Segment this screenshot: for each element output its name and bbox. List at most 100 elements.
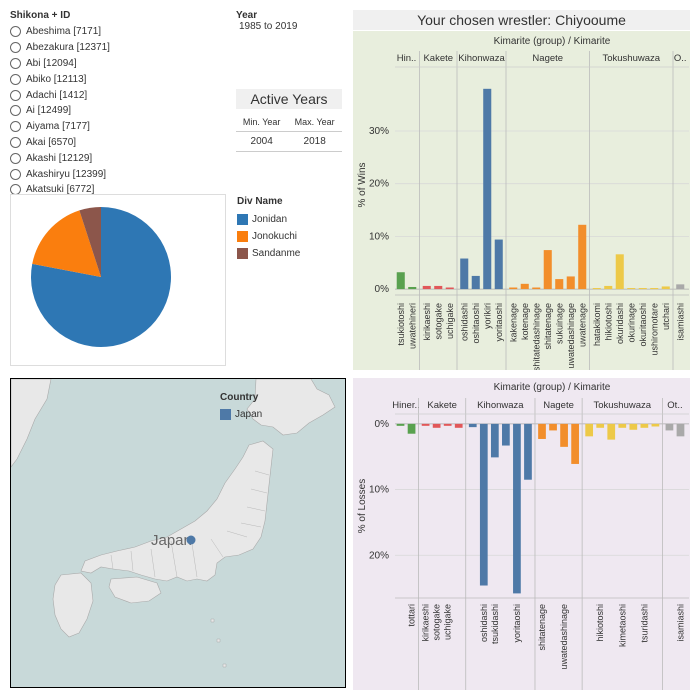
bar-uwatehineri[interactable] [408, 286, 417, 290]
bar-sotogake[interactable] [434, 285, 443, 290]
year-range[interactable]: 1985 to 2019 [239, 21, 298, 32]
active-years-title: Active Years [236, 89, 342, 109]
bar-tokushuwaza[interactable] [607, 423, 616, 440]
y-tick-label: 20% [369, 179, 389, 190]
bar-okurinage[interactable] [627, 288, 636, 290]
bar-ushiromotare[interactable] [650, 288, 659, 290]
wrestler-option-label: Aiyama [7177] [26, 121, 90, 133]
wrestler-option[interactable]: Abiko [12113] [10, 71, 230, 87]
radio-icon[interactable] [10, 26, 21, 38]
bar-kakete[interactable] [454, 423, 463, 428]
wrestler-option[interactable]: Abi [12094] [10, 56, 230, 72]
bar-uwatedashinage[interactable] [566, 276, 575, 290]
wrestler-option[interactable]: Abeshima [7171] [10, 24, 230, 40]
y-axis-label: % of Losses [357, 479, 368, 533]
bar-uwatenage[interactable] [578, 224, 587, 290]
bar-sotogake[interactable] [432, 423, 441, 428]
bar-hikiotoshi[interactable] [596, 423, 605, 428]
bar-kihonwaza[interactable] [524, 423, 532, 480]
bar-kihonwaza[interactable] [468, 423, 477, 428]
bar-tokushuwaza[interactable] [629, 423, 638, 430]
wrestler-option[interactable]: Adachi [1412] [10, 87, 230, 103]
bar-tokushuwaza[interactable] [651, 423, 660, 427]
division-legend-item[interactable]: Sandanme [237, 245, 337, 262]
x-tick-label: isamiashi [675, 303, 685, 341]
bar-utchari[interactable] [661, 286, 670, 290]
bar-yorikiri[interactable] [483, 88, 492, 290]
y-tick-label: 30% [369, 126, 389, 137]
pie-slice-jonidan[interactable] [31, 207, 172, 347]
country-legend-header: Country [220, 392, 259, 403]
radio-icon[interactable] [10, 168, 21, 180]
radio-icon[interactable] [10, 73, 21, 85]
bar-sukuinage[interactable] [555, 279, 564, 290]
division-legend-item[interactable]: Jonokuchi [237, 228, 337, 245]
wrestler-option[interactable]: Akashi [12129] [10, 150, 230, 166]
division-legend-item[interactable]: Jonidan [237, 211, 337, 228]
pie-slice-sandanme[interactable] [79, 207, 101, 277]
bar-isamiashi[interactable] [676, 284, 685, 290]
x-tick-label: shitatenage [537, 604, 547, 651]
group-label: Kakete [427, 400, 457, 411]
pie-slice-jonokuchi[interactable] [32, 210, 101, 277]
bar-oshidashi[interactable] [460, 258, 469, 290]
radio-icon[interactable] [10, 105, 21, 117]
radio-icon[interactable] [10, 121, 21, 133]
bar-nagete[interactable] [549, 423, 557, 431]
bar-oshitaoshi[interactable] [471, 275, 480, 290]
bar-yoritaoshi[interactable] [513, 423, 521, 594]
x-tick-label: yoritaoshi [512, 604, 522, 643]
bar-kotenage[interactable] [520, 283, 529, 290]
bar-yoritaoshi[interactable] [494, 239, 503, 290]
japan-land [11, 379, 336, 668]
bar-kirikaeshi[interactable] [421, 423, 430, 426]
division-legend: Div Name Jonidan Jonokuchi Sandanme [237, 196, 337, 262]
radio-icon[interactable] [10, 57, 21, 69]
bar-kihonwaza[interactable] [502, 423, 510, 446]
bar-kirikaeshi[interactable] [422, 285, 431, 290]
x-tick-label: oshitaoshi [471, 303, 481, 344]
x-tick-label: uwatedashinage [559, 604, 569, 670]
wrestler-option[interactable]: Ai [12499] [10, 103, 230, 119]
country-map[interactable]: Japan [10, 378, 346, 688]
bar-tokushuwaza[interactable] [585, 423, 594, 437]
bar-okuridashi[interactable] [615, 254, 624, 290]
bar-tsuridashi[interactable] [640, 423, 649, 428]
wrestler-option[interactable]: Akashiryu [12399] [10, 166, 230, 182]
radio-icon[interactable] [10, 136, 21, 148]
bar-ot[interactable] [665, 423, 674, 431]
bar-isamiashi[interactable] [676, 423, 685, 437]
wrestler-option[interactable]: Akai [6570] [10, 135, 230, 151]
bar-uchigake[interactable] [443, 423, 452, 426]
bar-oshidashi[interactable] [479, 423, 488, 586]
wrestler-option[interactable]: Abezakura [12371] [10, 40, 230, 56]
chart-background [391, 31, 690, 370]
y-tick-label: 0% [375, 284, 390, 295]
bar-kakenage[interactable] [509, 287, 518, 290]
x-tick-label: okuridashi [615, 303, 625, 344]
x-tick-label: yoritaoshi [494, 303, 504, 342]
bar-nagete[interactable] [571, 423, 579, 464]
bar-tottari[interactable] [407, 423, 416, 434]
radio-icon[interactable] [10, 152, 21, 164]
bar-okuritaoshi[interactable] [638, 288, 647, 290]
radio-icon[interactable] [10, 89, 21, 101]
japan-marker[interactable] [186, 535, 196, 545]
bar-uwatedashinage[interactable] [560, 423, 568, 447]
wrestler-option[interactable]: Aiyama [7177] [10, 119, 230, 135]
bar-shitatenage[interactable] [538, 423, 546, 439]
bar-hatakikomi[interactable] [592, 288, 601, 290]
bar-shitatedashinage[interactable] [532, 287, 541, 290]
country-legend-item[interactable]: Japan [220, 407, 262, 421]
bar-tsukidashi[interactable] [490, 423, 499, 458]
bar-uchigake[interactable] [445, 287, 454, 290]
bar-shitatenage[interactable] [543, 250, 552, 290]
korea-shape [11, 379, 52, 468]
bar-kimetaoshi[interactable] [618, 423, 627, 428]
radio-icon[interactable] [10, 42, 21, 54]
bar-hikiotoshi[interactable] [604, 285, 613, 290]
x-tick-label: uwatehineri [407, 303, 417, 349]
bar-tsukiotoshi[interactable] [396, 272, 405, 290]
country-legend: Country Japan [220, 392, 262, 421]
bar-hiner[interactable] [396, 423, 405, 426]
